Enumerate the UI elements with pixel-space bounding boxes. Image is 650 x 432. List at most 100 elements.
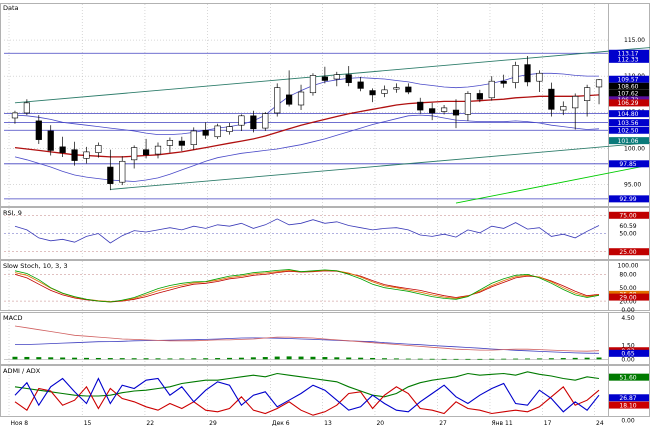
macd-histogram-bar [525,358,531,360]
macd-panel-title: MACD [3,314,22,322]
macd-signal-line [15,337,600,354]
bullish-candle [214,125,221,138]
macd-histogram-bar [60,357,66,360]
price-panel-title: Data [3,4,19,12]
bearish-candle [59,146,66,153]
macd-histogram-bar [227,357,233,360]
stochastic-y-tick-label: 50.00 [619,285,636,292]
macd-histogram-bar [441,358,447,360]
macd-histogram-bar [465,358,471,360]
panel-frame-stochastic [0,260,650,311]
macd-histogram-bar [453,358,459,360]
bullish-candle [274,87,281,114]
macd-histogram-bar [417,358,423,360]
stochastic-line [14,269,600,302]
bearish-candle [142,149,150,156]
bullish-candle [154,145,162,155]
bullish-candle [560,106,567,111]
macd-histogram-bar [203,358,209,360]
x-tick-label: 20 [376,420,384,427]
price-y-tick-label: 95.00 [624,181,641,188]
x-tick-label: Дек 6 [272,420,290,427]
bullish-candle [381,89,388,94]
macd-y-tick-label: 4.50 [621,315,635,322]
bullish-candle [262,113,269,129]
bearish-candle [548,88,555,110]
green-trend-ray [455,165,647,204]
macd-histogram-bar [107,358,113,360]
macd-histogram-bar [393,358,399,360]
price-value-tag [609,75,649,83]
macd-histogram-bar [155,358,161,360]
bearish-candle [500,80,507,84]
macd-histogram-bar [215,358,221,360]
macd-histogram-bar [501,358,507,360]
panel-frame-macd [0,312,650,365]
stochastic-y-tick-label: 80.00 [619,272,636,279]
macd-histogram-bar [370,357,376,360]
adx-value-tag [609,401,649,409]
macd-histogram-bar [36,357,42,360]
macd-y-tick-label: 0.00 [621,357,635,364]
macd-histogram-bar [489,358,495,360]
bullish-candle [309,75,317,94]
stochastic-y-tick-label: 100.00 [618,263,639,270]
macd-histogram-bar [131,358,137,360]
price-value-tag [609,55,649,63]
adx-panel-title: ADMI / ADX [3,367,41,375]
macd-histogram-bar [405,358,411,360]
macd-histogram-bar [286,356,292,360]
macd-histogram-bar [596,357,602,360]
bullish-candle [238,115,245,126]
bullish-candle [297,91,305,106]
price-value-tag [609,49,649,57]
bearish-candle [369,90,376,96]
macd-histogram-bar [513,358,519,360]
macd-line [14,325,600,352]
bearish-candle [202,129,209,136]
bearish-candle [71,149,78,161]
bearish-candle [345,74,352,83]
bullish-candle [95,145,102,153]
macd-value-tag-label: 0.65 [621,351,635,358]
adx-line [14,377,600,413]
bearish-candle [250,115,257,130]
price-value-tag-label: 112.33 [618,57,639,64]
bullish-candle [464,93,472,115]
bearish-candle [429,108,436,114]
bullish-candle [584,87,591,101]
stochastic-line [14,270,600,303]
bearish-candle [178,140,185,146]
price-value-tag [609,137,649,145]
macd-histogram-bar [274,356,280,360]
stochastic-value-tag-label: 29.00 [619,294,636,301]
x-tick-label: 13 [324,420,332,427]
x-tick-label: 17 [544,420,552,427]
macd-histogram-bar [358,357,364,360]
x-tick-label: 22 [146,420,154,427]
bullish-candle [440,107,448,112]
bearish-candle [321,76,328,81]
rsi-y-tick-label: 60.59 [619,223,636,230]
x-tick-label: 15 [84,420,92,427]
x-tick-label: 24 [596,420,604,427]
bearish-candle [417,101,424,111]
bullish-candle [488,80,495,99]
macd-histogram-bar [536,358,542,360]
price-value-tag [609,99,649,107]
macd-histogram-bar [24,356,30,360]
rsi-panel-title: RSI, 9 [3,209,22,217]
macd-histogram-bar [250,357,256,360]
adx-line [14,385,600,416]
macd-histogram-bar [238,357,244,360]
stochastic-y-tick-label: 0.00 [621,307,635,314]
macd-histogram-bar [477,358,483,360]
price-value-tag [609,82,649,90]
bullish-candle [595,79,603,88]
macd-histogram-bar [381,358,387,360]
price-value-tag-label: 113.17 [618,50,639,57]
macd-histogram-bar [346,357,352,360]
price-value-tag-label: 106.29 [618,100,639,107]
